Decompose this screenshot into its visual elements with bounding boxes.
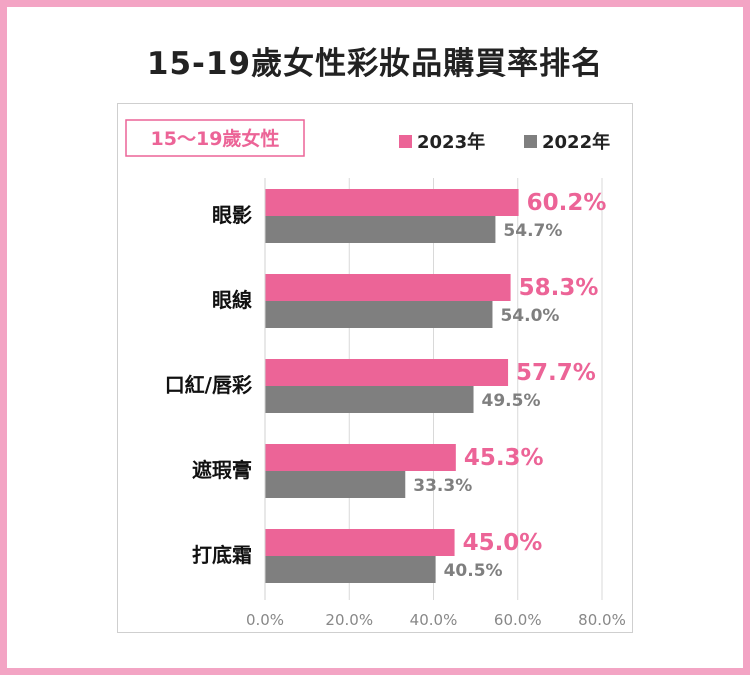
category-label: 口紅/唇彩	[165, 373, 252, 397]
bar	[265, 444, 456, 471]
category-label: 遮瑕膏	[192, 458, 252, 482]
legend-swatch	[399, 135, 412, 148]
bar	[265, 471, 406, 498]
bar	[265, 274, 511, 301]
legend-label: 2023年	[417, 131, 485, 153]
legend-swatch	[524, 135, 537, 148]
bar	[265, 556, 436, 583]
page-title: 15-19歲女性彩妝品購買率排名	[146, 46, 604, 82]
bar	[265, 216, 496, 243]
bar	[265, 359, 509, 386]
bar	[265, 301, 493, 328]
legend-label: 2022年	[542, 131, 610, 153]
data-label: 54.7%	[503, 221, 562, 241]
data-label: 33.3%	[413, 476, 472, 496]
category-label: 眼影	[212, 203, 252, 227]
x-tick-label: 0.0%	[246, 611, 284, 629]
bar	[265, 529, 455, 556]
bar	[265, 189, 519, 216]
data-label: 49.5%	[482, 391, 541, 411]
data-label: 45.0%	[463, 530, 543, 556]
data-label: 57.7%	[516, 360, 596, 386]
chart-tag: 15～19歲女性	[151, 127, 280, 150]
category-label: 打底霜	[192, 543, 252, 567]
data-label: 45.3%	[464, 445, 544, 471]
category-label: 眼線	[212, 288, 252, 312]
data-label: 60.2%	[527, 190, 607, 216]
x-tick-label: 60.0%	[494, 611, 542, 629]
x-tick-label: 80.0%	[578, 611, 626, 629]
data-label: 54.0%	[500, 306, 559, 326]
chart-tag-box	[125, 119, 305, 157]
x-tick-label: 20.0%	[325, 611, 373, 629]
x-tick-label: 40.0%	[410, 611, 458, 629]
data-label: 58.3%	[519, 275, 599, 301]
data-label: 40.5%	[444, 561, 503, 581]
bar	[265, 386, 474, 413]
